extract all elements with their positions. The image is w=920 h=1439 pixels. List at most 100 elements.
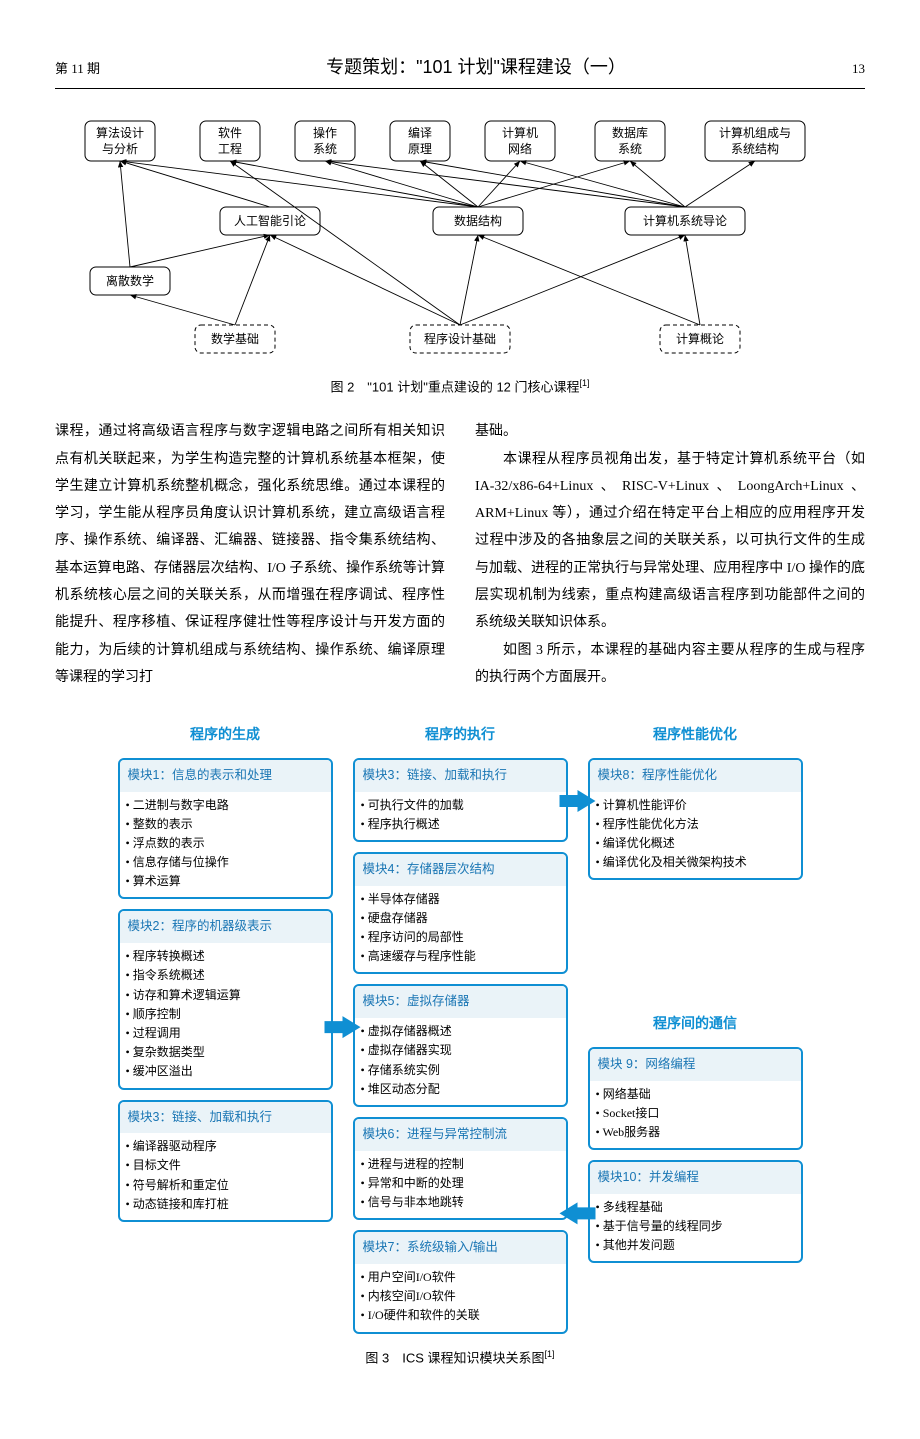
svg-text:工程: 工程 bbox=[218, 141, 242, 156]
module-item: 虚拟存储器实现 bbox=[371, 1041, 558, 1060]
svg-text:算法设计: 算法设计 bbox=[96, 125, 144, 140]
module-title: 模块4：存储器层次结构 bbox=[355, 854, 566, 886]
svg-text:离散数学: 离散数学 bbox=[106, 273, 154, 288]
module-item: 信息存储与位操作 bbox=[136, 853, 323, 872]
svg-text:数学基础: 数学基础 bbox=[211, 331, 259, 346]
svg-text:数据结构: 数据结构 bbox=[454, 213, 502, 228]
module-items: 二进制与数字电路整数的表示浮点数的表示信息存储与位操作算术运算 bbox=[120, 792, 331, 898]
page-header: 第 11 期 专题策划："101 计划"课程建设（一） 13 bbox=[55, 50, 865, 89]
module-item: 堆区动态分配 bbox=[371, 1080, 558, 1099]
column-heading: 程序性能优化 bbox=[588, 721, 803, 748]
module-item: 虚拟存储器概述 bbox=[371, 1022, 558, 1041]
module-title: 模块1：信息的表示和处理 bbox=[120, 760, 331, 792]
module-item: 访存和算术逻辑运算 bbox=[136, 986, 323, 1005]
module-title: 模块5：虚拟存储器 bbox=[355, 986, 566, 1018]
module-box: 模块4：存储器层次结构半导体存储器硬盘存储器程序访问的局部性高速缓存与程序性能 bbox=[353, 852, 568, 975]
column-heading: 程序间的通信 bbox=[588, 1010, 803, 1037]
module-items: 计算机性能评价程序性能优化方法编译优化概述编译优化及相关微架构技术 bbox=[590, 792, 801, 879]
module-title: 模块10：并发编程 bbox=[590, 1162, 801, 1194]
module-box: 模块3：链接、加载和执行编译器驱动程序目标文件符号解析和重定位动态链接和库打桩 bbox=[118, 1100, 333, 1223]
module-item: 多线程基础 bbox=[606, 1198, 793, 1217]
module-item: 可执行文件的加载 bbox=[371, 796, 558, 815]
module-item: 网络基础 bbox=[606, 1085, 793, 1104]
module-item: 编译器驱动程序 bbox=[136, 1137, 323, 1156]
body-columns: 课程，通过将高级语言程序与数字逻辑电路之间所有相关知识点有机关联起来，为学生构造… bbox=[55, 418, 865, 691]
module-box: 模块8：程序性能优化计算机性能评价程序性能优化方法编译优化概述编译优化及相关微架… bbox=[588, 758, 803, 881]
module-item: 程序性能优化方法 bbox=[606, 815, 793, 834]
left-paragraph: 课程，通过将高级语言程序与数字逻辑电路之间所有相关知识点有机关联起来，为学生构造… bbox=[55, 418, 445, 691]
module-item: Web服务器 bbox=[606, 1123, 793, 1142]
module-item: 目标文件 bbox=[136, 1156, 323, 1175]
module-items: 网络基础Socket接口Web服务器 bbox=[590, 1081, 801, 1149]
module-item: I/O硬件和软件的关联 bbox=[371, 1306, 558, 1325]
module-item: 半导体存储器 bbox=[371, 890, 558, 909]
figure-3-caption: 图 3 ICS 课程知识模块关系图[1] bbox=[55, 1346, 865, 1371]
module-item: 算术运算 bbox=[136, 872, 323, 891]
svg-text:计算机组成与: 计算机组成与 bbox=[719, 125, 791, 140]
module-items: 进程与进程的控制异常和中断的处理信号与非本地跳转 bbox=[355, 1151, 566, 1219]
module-box: 模块5：虚拟存储器虚拟存储器概述虚拟存储器实现存储系统实例堆区动态分配 bbox=[353, 984, 568, 1107]
page-number: 13 bbox=[852, 57, 865, 82]
module-item: 整数的表示 bbox=[136, 815, 323, 834]
module-items: 编译器驱动程序目标文件符号解析和重定位动态链接和库打桩 bbox=[120, 1133, 331, 1220]
svg-text:程序设计基础: 程序设计基础 bbox=[424, 331, 496, 346]
module-item: 其他并发问题 bbox=[606, 1236, 793, 1255]
module-items: 用户空间I/O软件内核空间I/O软件I/O硬件和软件的关联 bbox=[355, 1264, 566, 1332]
issue-label: 第 11 期 bbox=[55, 57, 100, 82]
column-heading: 程序的执行 bbox=[353, 721, 568, 748]
svg-text:编译: 编译 bbox=[408, 125, 432, 140]
module-item: 浮点数的表示 bbox=[136, 834, 323, 853]
figure-3-caption-text: 图 3 ICS 课程知识模块关系图 bbox=[365, 1350, 544, 1365]
module-item: 进程与进程的控制 bbox=[371, 1155, 558, 1174]
module-title: 模块3：链接、加载和执行 bbox=[355, 760, 566, 792]
module-items: 程序转换概述指令系统概述访存和算术逻辑运算顺序控制过程调用复杂数据类型缓冲区溢出 bbox=[120, 943, 331, 1087]
module-column: 程序的生成模块1：信息的表示和处理二进制与数字电路整数的表示浮点数的表示信息存储… bbox=[118, 721, 333, 1333]
module-items: 可执行文件的加载程序执行概述 bbox=[355, 792, 566, 840]
module-box: 模块2：程序的机器级表示程序转换概述指令系统概述访存和算术逻辑运算顺序控制过程调… bbox=[118, 909, 333, 1089]
module-item: 顺序控制 bbox=[136, 1005, 323, 1024]
module-box: 模块10：并发编程多线程基础基于信号量的线程同步其他并发问题 bbox=[588, 1160, 803, 1263]
figure-2-caption: 图 2 "101 计划"重点建设的 12 门核心课程[1] bbox=[55, 375, 865, 400]
svg-text:软件: 软件 bbox=[218, 126, 242, 140]
module-item: 基于信号量的线程同步 bbox=[606, 1217, 793, 1236]
right-paragraph-2: 本课程从程序员视角出发，基于特定计算机系统平台（如 IA-32/x86-64+L… bbox=[475, 446, 865, 637]
module-title: 模块7：系统级输入/输出 bbox=[355, 1232, 566, 1264]
module-item: 用户空间I/O软件 bbox=[371, 1268, 558, 1287]
svg-text:计算机: 计算机 bbox=[502, 125, 538, 140]
svg-text:网络: 网络 bbox=[508, 141, 532, 156]
module-box: 模块3：链接、加载和执行可执行文件的加载程序执行概述 bbox=[353, 758, 568, 842]
svg-text:系统: 系统 bbox=[313, 142, 337, 156]
svg-text:操作: 操作 bbox=[313, 125, 337, 140]
module-item: 过程调用 bbox=[136, 1024, 323, 1043]
module-item: 指令系统概述 bbox=[136, 966, 323, 985]
module-title: 模块8：程序性能优化 bbox=[590, 760, 801, 792]
module-column: 程序的执行模块3：链接、加载和执行可执行文件的加载程序执行概述模块4：存储器层次… bbox=[353, 721, 568, 1333]
right-column: 基础。 本课程从程序员视角出发，基于特定计算机系统平台（如 IA-32/x86-… bbox=[475, 418, 865, 691]
module-items: 虚拟存储器概述虚拟存储器实现存储系统实例堆区动态分配 bbox=[355, 1018, 566, 1105]
module-item: 编译优化及相关微架构技术 bbox=[606, 853, 793, 872]
module-item: 动态链接和库打桩 bbox=[136, 1195, 323, 1214]
module-item: 符号解析和重定位 bbox=[136, 1176, 323, 1195]
module-column: 程序性能优化模块8：程序性能优化计算机性能评价程序性能优化方法编译优化概述编译优… bbox=[588, 721, 803, 1333]
module-title: 模块3：链接、加载和执行 bbox=[120, 1102, 331, 1134]
module-item: 复杂数据类型 bbox=[136, 1043, 323, 1062]
svg-text:系统: 系统 bbox=[618, 142, 642, 156]
module-item: 缓冲区溢出 bbox=[136, 1062, 323, 1081]
module-item: 异常和中断的处理 bbox=[371, 1174, 558, 1193]
module-item: 硬盘存储器 bbox=[371, 909, 558, 928]
module-items: 多线程基础基于信号量的线程同步其他并发问题 bbox=[590, 1194, 801, 1262]
module-item: 程序执行概述 bbox=[371, 815, 558, 834]
module-item: 存储系统实例 bbox=[371, 1061, 558, 1080]
right-paragraph-3: 如图 3 所示，本课程的基础内容主要从程序的生成与程序的执行两个方面展开。 bbox=[475, 637, 865, 692]
module-box: 模块6：进程与异常控制流进程与进程的控制异常和中断的处理信号与非本地跳转 bbox=[353, 1117, 568, 1220]
figure-2-caption-sup: [1] bbox=[580, 378, 590, 388]
svg-text:系统结构: 系统结构 bbox=[731, 141, 779, 156]
module-item: Socket接口 bbox=[606, 1104, 793, 1123]
module-item: 高速缓存与程序性能 bbox=[371, 947, 558, 966]
svg-text:数据库: 数据库 bbox=[612, 125, 648, 140]
column-heading: 程序的生成 bbox=[118, 721, 333, 748]
module-items: 半导体存储器硬盘存储器程序访问的局部性高速缓存与程序性能 bbox=[355, 886, 566, 973]
figure-3-caption-sup: [1] bbox=[545, 1349, 555, 1359]
figure-2-caption-text: 图 2 "101 计划"重点建设的 12 门核心课程 bbox=[330, 380, 579, 395]
module-box: 模块7：系统级输入/输出用户空间I/O软件内核空间I/O软件I/O硬件和软件的关… bbox=[353, 1230, 568, 1333]
